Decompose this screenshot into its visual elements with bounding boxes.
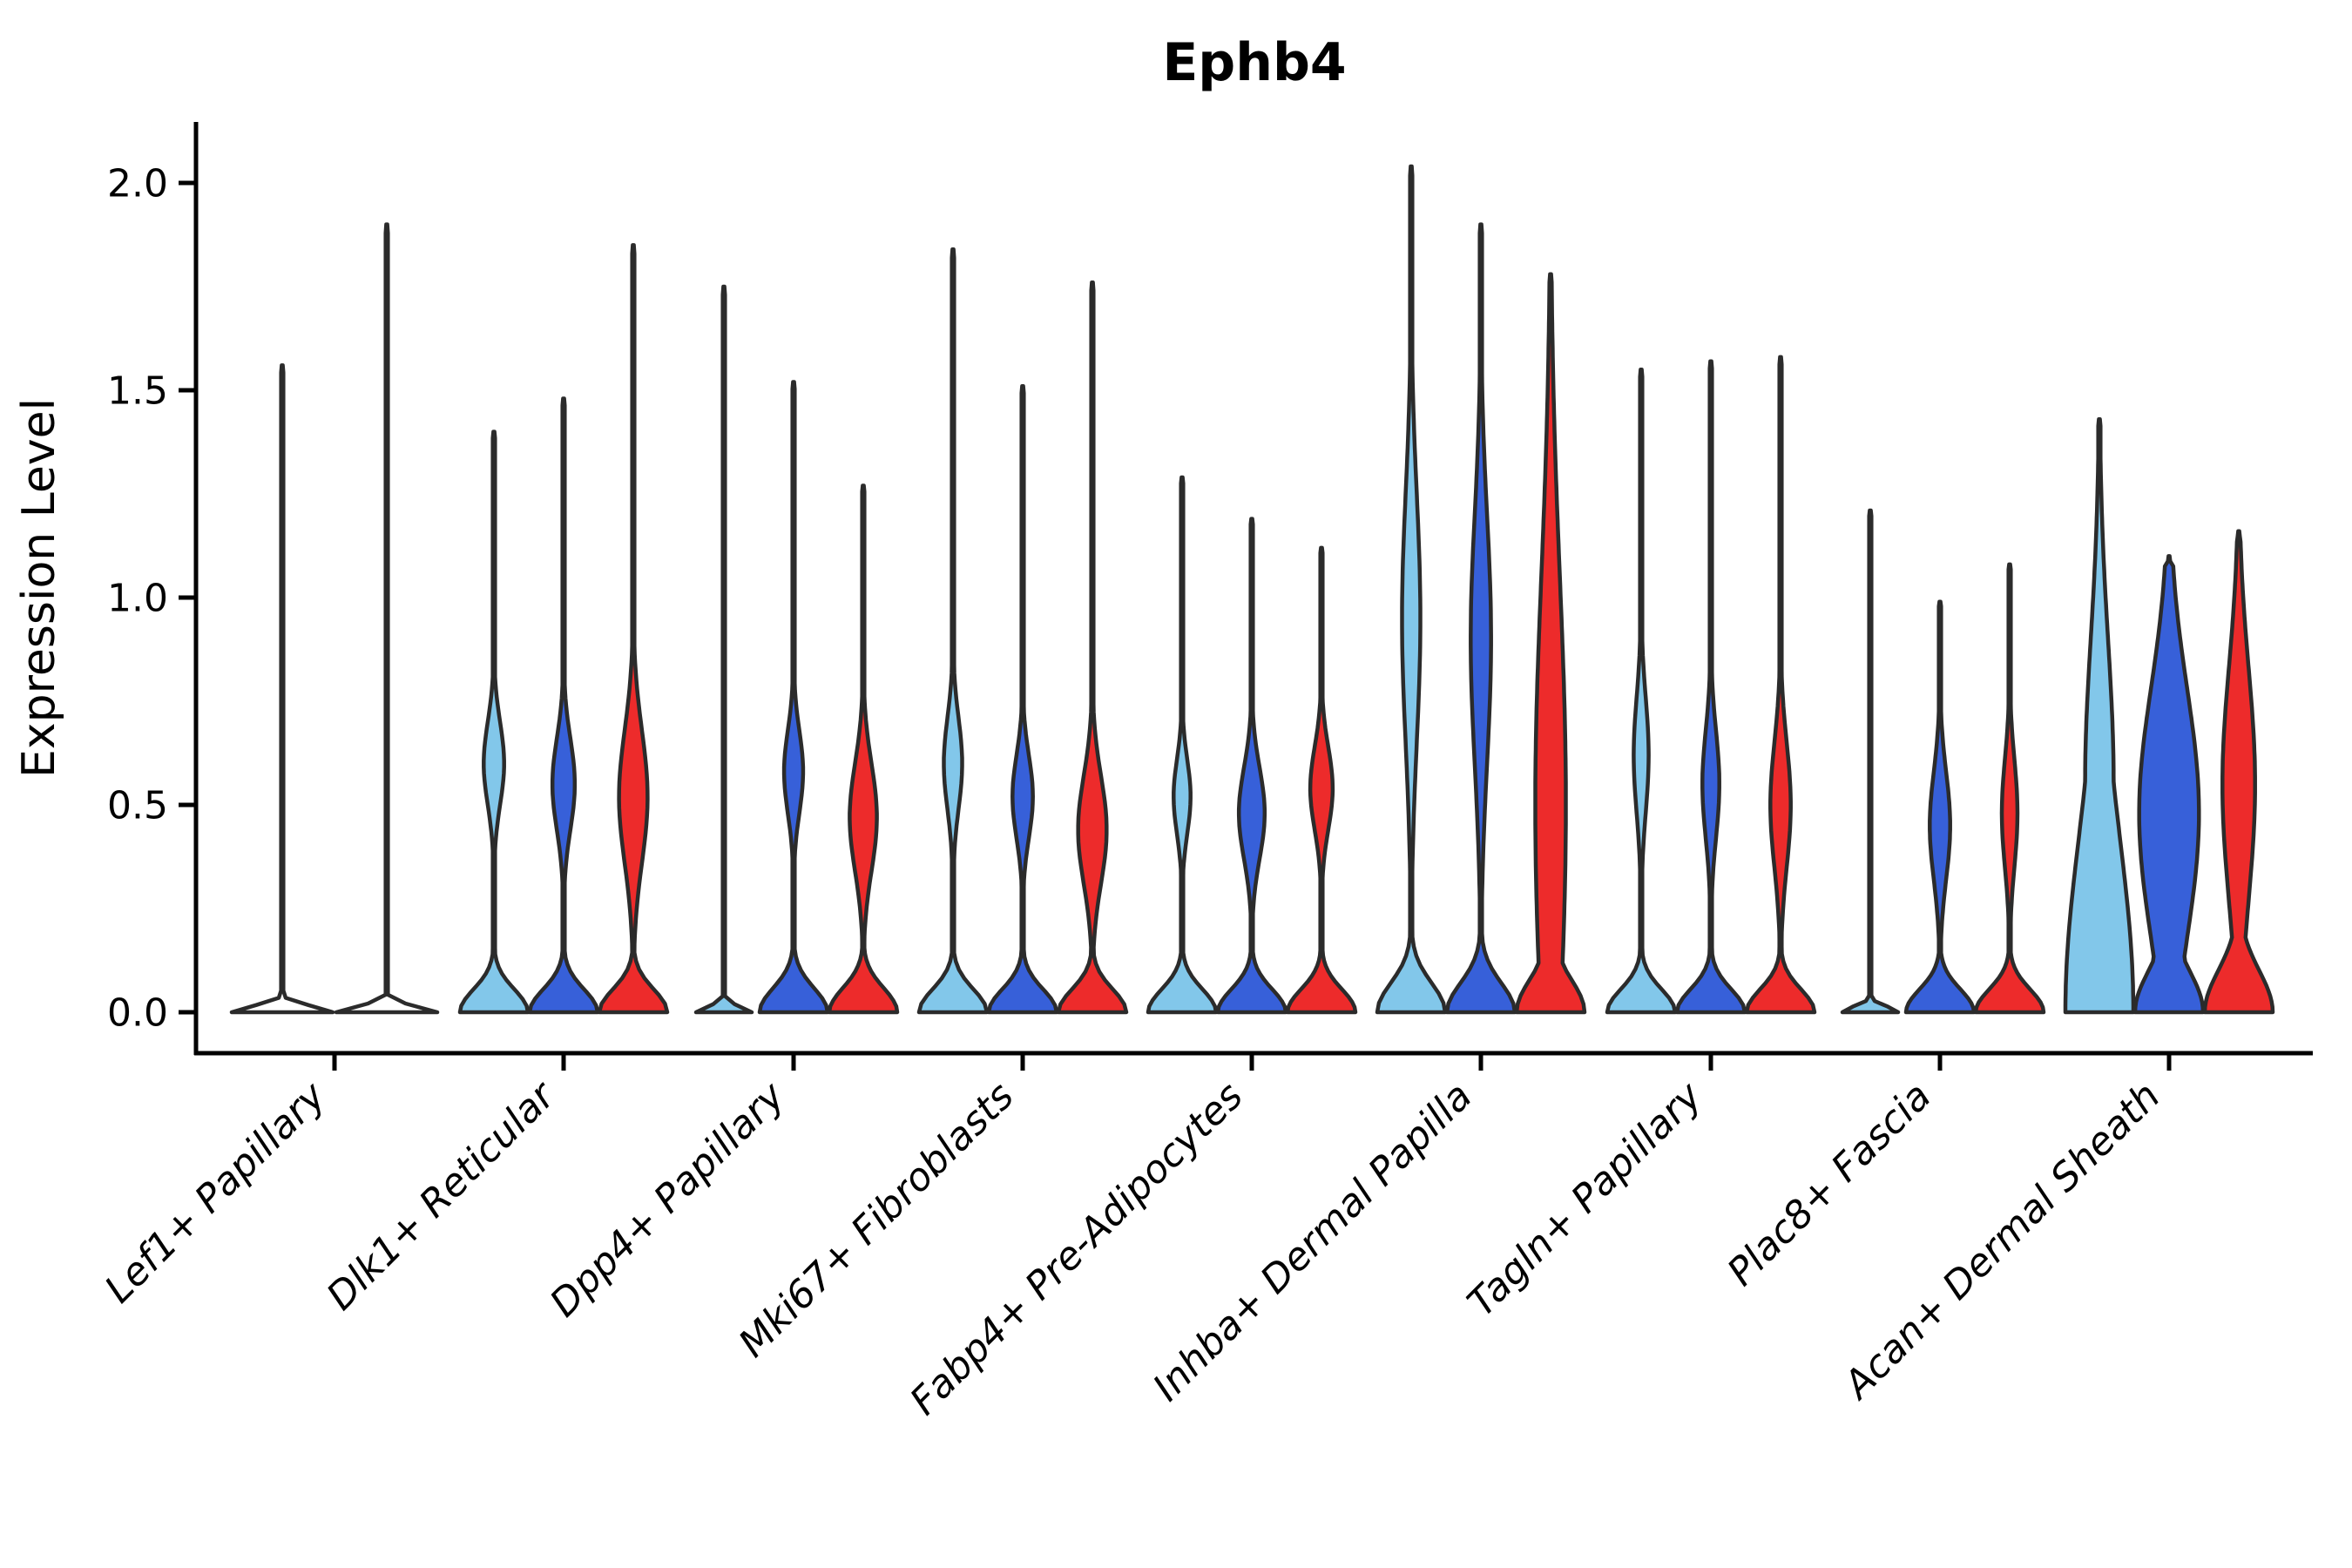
violin bbox=[1605, 367, 1678, 1015]
violin bbox=[1840, 508, 1901, 1015]
chart-title: Ephb4 bbox=[1162, 32, 1346, 93]
y-tick-label: 1.5 bbox=[107, 368, 168, 413]
x-category-label: Plac8+ Fascia bbox=[1719, 1074, 1939, 1294]
x-category-label: Lef1+ Papillary bbox=[97, 1073, 335, 1312]
violin bbox=[986, 383, 1059, 1015]
violin bbox=[597, 243, 670, 1015]
x-category-label: Dpp4+ Papillary bbox=[542, 1073, 794, 1326]
violin bbox=[1973, 562, 2046, 1015]
y-tick-label: 0.5 bbox=[107, 783, 168, 828]
violin bbox=[1215, 517, 1288, 1015]
violin bbox=[229, 363, 335, 1015]
violin bbox=[2202, 529, 2275, 1015]
violin bbox=[757, 380, 830, 1015]
violin bbox=[1903, 599, 1977, 1015]
violin-layer bbox=[229, 164, 2275, 1015]
violin bbox=[827, 483, 900, 1015]
violin bbox=[334, 222, 440, 1015]
violin bbox=[1674, 359, 1747, 1015]
violin bbox=[1375, 164, 1448, 1015]
y-axis-label: Expression Level bbox=[13, 398, 65, 778]
violin bbox=[1056, 280, 1129, 1015]
violin bbox=[1285, 545, 1358, 1015]
y-tick-label: 2.0 bbox=[107, 161, 168, 206]
violin bbox=[527, 396, 600, 1015]
violin bbox=[1744, 355, 1817, 1015]
x-category-label: Dlk1+ Reticular bbox=[318, 1072, 564, 1319]
violin bbox=[1146, 475, 1219, 1015]
violin bbox=[916, 247, 990, 1015]
violin bbox=[2132, 554, 2206, 1015]
y-tick-label: 0.0 bbox=[107, 990, 168, 1035]
x-category-label: Tagln+ Papillary bbox=[1459, 1073, 1711, 1325]
violin bbox=[2063, 417, 2136, 1015]
violin bbox=[457, 429, 531, 1015]
violin bbox=[1444, 222, 1517, 1015]
y-tick-label: 1.0 bbox=[107, 576, 168, 620]
violin bbox=[1514, 272, 1587, 1015]
violin bbox=[693, 284, 754, 1015]
